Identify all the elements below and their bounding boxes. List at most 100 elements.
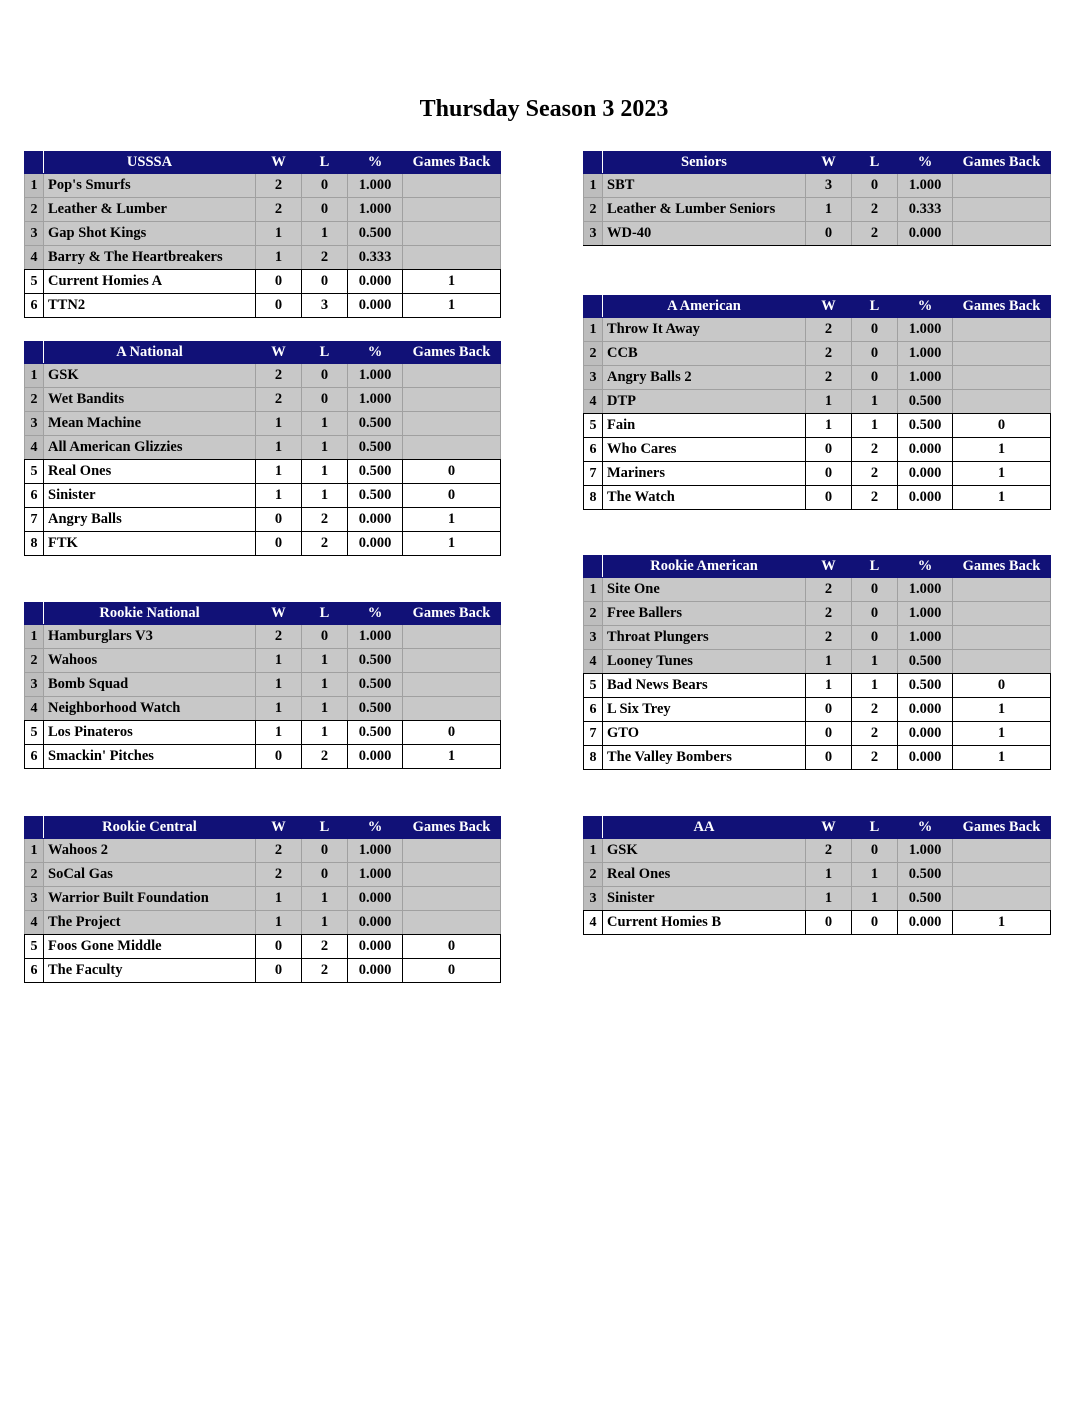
cell-rank: 2 [24, 197, 44, 222]
cell-team-name: Mean Machine [43, 411, 256, 436]
cell-win-pct: 0.500 [897, 649, 953, 674]
cell-losses: 1 [301, 221, 348, 246]
cell-losses: 2 [851, 461, 898, 486]
cell-losses: 1 [301, 459, 348, 484]
cell-win-pct: 1.000 [897, 625, 953, 650]
header-rank [583, 555, 603, 578]
header-win-pct: % [347, 341, 403, 364]
cell-win-pct: 0.500 [347, 411, 403, 436]
header-games-back: Games Back [402, 151, 501, 174]
cell-losses: 1 [851, 389, 898, 414]
table-row: 8 The Valley Bombers 0 2 0.000 1 [583, 745, 1051, 770]
cell-win-pct: 0.500 [347, 483, 403, 508]
table-row: 6 Sinister 1 1 0.500 0 [24, 483, 501, 508]
table-row: 4 Current Homies B 0 0 0.000 1 [583, 910, 1051, 935]
cell-games-back: 1 [952, 910, 1051, 935]
cell-losses: 0 [851, 577, 898, 602]
division-table-a-national: A National W L% Games Back 1 GSK 2 0 1.000 2 Wet B… [24, 341, 501, 556]
cell-team-name: Who Cares [602, 437, 806, 462]
header-wins: W [805, 151, 852, 174]
cell-win-pct: 0.000 [347, 958, 403, 983]
cell-games-back [402, 696, 501, 721]
cell-losses: 1 [301, 648, 348, 673]
cell-win-pct: 0.000 [897, 745, 953, 770]
cell-win-pct: 0.500 [347, 648, 403, 673]
cell-rank: 6 [24, 293, 44, 318]
header-losses: L [851, 816, 898, 839]
cell-losses: 2 [301, 531, 348, 556]
cell-wins: 0 [255, 958, 302, 983]
division-table-seniors: Seniors W L% Games Back 1 SBT 3 0 1.000 2 Leather … [583, 151, 1051, 246]
cell-win-pct: 0.500 [347, 221, 403, 246]
cell-games-back [402, 886, 501, 911]
header-losses: L [301, 602, 348, 625]
division-table-usssa: USSSA W L% Games Back 1 Pop's Smurfs 2 0 1.000 2 L… [24, 151, 501, 318]
cell-games-back: 0 [402, 934, 501, 959]
cell-wins: 2 [805, 625, 852, 650]
cell-team-name: Hamburglars V3 [43, 624, 256, 649]
cell-losses: 2 [301, 958, 348, 983]
cell-team-name: Bad News Bears [602, 673, 806, 698]
header-games-back: Games Back [952, 151, 1051, 174]
cell-wins: 2 [255, 862, 302, 887]
table-row: 2 Real Ones 1 1 0.500 [583, 862, 1051, 887]
cell-games-back: 1 [952, 721, 1051, 746]
cell-rank: 6 [583, 697, 603, 722]
cell-team-name: Sinister [43, 483, 256, 508]
cell-losses: 1 [301, 886, 348, 911]
cell-win-pct: 0.000 [897, 461, 953, 486]
table-row: 7 Angry Balls 0 2 0.000 1 [24, 507, 501, 532]
cell-losses: 0 [851, 601, 898, 626]
table-row: 3 WD-40 0 2 0.000 [583, 221, 1051, 246]
table-row: 8 FTK 0 2 0.000 1 [24, 531, 501, 556]
cell-win-pct: 0.000 [897, 910, 953, 935]
table-header-row: USSSA W L% Games Back [24, 151, 501, 174]
division-table-aa: AA W L% Games Back 1 GSK 2 0 1.000 2 Real Ones 1 1 0.… [583, 816, 1051, 935]
cell-games-back [402, 411, 501, 436]
table-row: 3 Sinister 1 1 0.500 [583, 886, 1051, 911]
header-games-back: Games Back [402, 341, 501, 364]
table-row: 3 Angry Balls 2 2 0 1.000 [583, 365, 1051, 390]
table-row: 1 GSK 2 0 1.000 [24, 363, 501, 388]
cell-team-name: Barry & The Heartbreakers [43, 245, 256, 270]
cell-team-name: Foos Gone Middle [43, 934, 256, 959]
cell-losses: 1 [301, 910, 348, 935]
cell-rank: 8 [24, 531, 44, 556]
cell-team-name: Angry Balls [43, 507, 256, 532]
cell-rank: 4 [24, 435, 44, 460]
cell-team-name: The Watch [602, 485, 806, 510]
header-games-back: Games Back [402, 816, 501, 839]
cell-team-name: Pop's Smurfs [43, 173, 256, 198]
cell-losses: 2 [301, 934, 348, 959]
table-header-row: Seniors W L% Games Back [583, 151, 1051, 174]
cell-team-name: Site One [602, 577, 806, 602]
cell-win-pct: 0.000 [347, 744, 403, 769]
table-row: 2 Leather & Lumber Seniors 1 2 0.333 [583, 197, 1051, 222]
cell-games-back [402, 197, 501, 222]
cell-team-name: Warrior Built Foundation [43, 886, 256, 911]
cell-wins: 2 [255, 387, 302, 412]
cell-team-name: SoCal Gas [43, 862, 256, 887]
cell-win-pct: 1.000 [347, 173, 403, 198]
standings-table-rookie-american: Rookie American W L% Games Back 1 Site One 2 0 1… [583, 555, 1051, 770]
cell-rank: 1 [24, 173, 44, 198]
cell-games-back: 1 [402, 531, 501, 556]
cell-losses: 2 [851, 697, 898, 722]
header-win-pct: % [347, 816, 403, 839]
cell-win-pct: 1.000 [347, 862, 403, 887]
cell-rank: 5 [24, 720, 44, 745]
cell-rank: 2 [24, 648, 44, 673]
cell-team-name: Bomb Squad [43, 672, 256, 697]
cell-team-name: Leather & Lumber [43, 197, 256, 222]
cell-rank: 8 [583, 485, 603, 510]
table-row: 1 Pop's Smurfs 2 0 1.000 [24, 173, 501, 198]
table-row: 4 DTP 1 1 0.500 [583, 389, 1051, 414]
cell-win-pct: 0.500 [347, 459, 403, 484]
cell-rank: 1 [583, 317, 603, 342]
cell-team-name: Gap Shot Kings [43, 221, 256, 246]
cell-games-back: 0 [402, 958, 501, 983]
cell-wins: 2 [255, 363, 302, 388]
table-header-row: Rookie National W L% Games Back [24, 602, 501, 625]
table-row: 4 Neighborhood Watch 1 1 0.500 [24, 696, 501, 721]
cell-team-name: Looney Tunes [602, 649, 806, 674]
